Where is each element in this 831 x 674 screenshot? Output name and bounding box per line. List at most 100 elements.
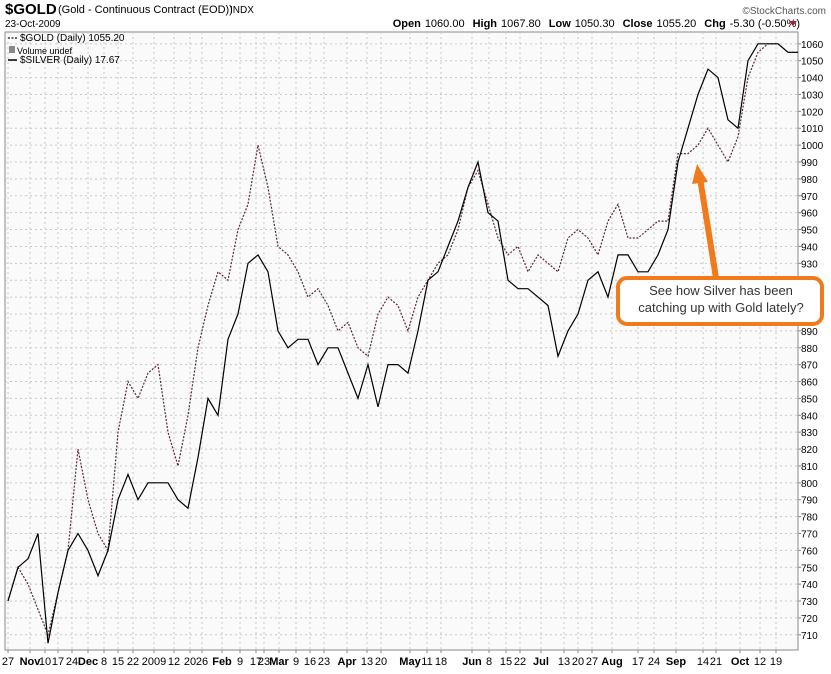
x-tick-label: 17 [632, 656, 644, 668]
quote-label: Chg [704, 18, 725, 30]
y-tick-label: 1030 [801, 90, 824, 101]
x-tick-label: 24 [648, 656, 660, 668]
x-tick-label: 12 [754, 656, 766, 668]
x-tick-label: 13 [361, 656, 373, 668]
quote-label: Open [393, 18, 421, 30]
grid: 7107207307407507607707807908008108208308… [2, 32, 824, 668]
y-tick-label: 810 [801, 462, 818, 473]
quote-label: Close [623, 18, 653, 30]
x-tick-label: 22 [127, 656, 139, 668]
y-tick-label: 890 [801, 327, 818, 338]
volume-label: Volume undef [17, 46, 73, 56]
y-tick-label: 950 [801, 226, 818, 237]
y-tick-label: 1000 [801, 141, 824, 152]
x-tick-label: 9 [293, 656, 299, 668]
x-tick-label: Sep [666, 656, 686, 668]
annotation-text: See how Silver has been catching up with… [638, 283, 804, 315]
x-tick-label: 21 [710, 656, 722, 668]
x-tick-label: Apr [338, 656, 358, 668]
x-tick-label: 20 [375, 656, 387, 668]
x-tick-label: 10 [39, 656, 51, 668]
y-tick-label: 770 [801, 529, 818, 540]
y-tick-label: 870 [801, 361, 818, 372]
x-tick-label: 11 [421, 656, 432, 668]
x-tick-label: 12 [168, 656, 180, 668]
quote-value: 1055.20 [657, 18, 697, 30]
plot-area [4, 31, 799, 651]
exchange: INDX [230, 5, 254, 16]
x-tick-label: 17 [52, 656, 64, 668]
y-tick-label: 1040 [801, 74, 824, 85]
chg-marker [789, 21, 797, 26]
quote-value: 1067.80 [501, 18, 541, 30]
x-tick-label: 15 [500, 656, 512, 668]
y-tick-label: 840 [801, 411, 818, 422]
legend-label: $SILVER (Daily) 17.67 [20, 55, 120, 66]
quote-label: Low [549, 18, 571, 30]
legend: Volume undef $GOLD (Daily) 1055.20 $SILVE… [8, 33, 125, 66]
y-tick-label: 970 [801, 192, 818, 203]
y-tick-label: 780 [801, 513, 818, 524]
x-tick-label: Nov [20, 656, 42, 668]
quote: Open 1060.00 High 1067.80 Low 1050.30 Close 105… [393, 18, 800, 30]
x-tick-label: 9 [237, 656, 243, 668]
series-line [7, 43, 798, 644]
x-tick-label: 13 [558, 656, 570, 668]
y-tick-label: 1060 [801, 40, 824, 51]
symbol: $GOLD [5, 1, 57, 18]
y-tick-label: 800 [801, 479, 818, 490]
x-tick-label: 18 [435, 656, 447, 668]
y-tick-label: 830 [801, 428, 818, 439]
x-tick-label: 27 [586, 656, 598, 668]
quote-value: 1050.30 [575, 18, 615, 30]
x-tick-label: 8 [486, 656, 492, 668]
x-tick-label: 15 [112, 656, 124, 668]
arrow [697, 177, 719, 279]
y-tick-label: 980 [801, 175, 818, 186]
x-tick-label: Feb [212, 656, 232, 668]
x-tick-label: Jul [533, 656, 549, 668]
x-tick-label: 23 [258, 656, 270, 668]
y-tick-label: 850 [801, 394, 818, 405]
quote-text: Open 1060.00 High 1067.80 Low 1050.30 Close 105… [393, 18, 800, 30]
x-tick-label: 16 [304, 656, 316, 668]
y-tick-label: 750 [801, 563, 818, 574]
x-tick-label: 2009 [142, 656, 166, 668]
x-tick-label: 17 [250, 656, 262, 668]
quote-value: -5.30 (-0.50%) [730, 18, 800, 30]
y-tick-label: 820 [801, 445, 818, 456]
x-tick-label: 8 [101, 656, 107, 668]
y-tick-label: 740 [801, 580, 818, 591]
legend-label: $GOLD (Daily) 1055.20 [20, 33, 125, 44]
y-tick-label: 960 [801, 209, 818, 220]
x-tick-label: 14 [697, 656, 709, 668]
volume-icon [9, 46, 15, 53]
y-tick-label: 990 [801, 158, 818, 169]
y-tick-label: 940 [801, 242, 818, 253]
quote-label: High [473, 18, 498, 30]
arrow-head [692, 164, 708, 184]
x-tick-label: 23 [318, 656, 330, 668]
x-tick-label: Mar [269, 656, 289, 668]
date: 23-Oct-2009 [5, 19, 61, 30]
y-tick-label: 720 [801, 614, 818, 625]
x-tick-label: 20 [184, 656, 196, 668]
annotation-fo: See how Silver has been catching up with… [638, 283, 804, 315]
x-tick-label: 22 [514, 656, 526, 668]
y-tick-label: 1050 [801, 57, 824, 68]
x-tick-label: 24 [66, 656, 78, 668]
y-tick-label: 730 [801, 597, 818, 608]
x-tick-label: May [399, 656, 421, 668]
y-tick-label: 860 [801, 378, 818, 389]
x-tick-label: 20 [572, 656, 584, 668]
y-tick-label: 880 [801, 344, 818, 355]
subtitle: (Gold - Continuous Contract (EOD)) [58, 4, 233, 16]
x-tick-label: 26 [196, 656, 208, 668]
lines [7, 43, 798, 644]
y-tick-label: 710 [801, 631, 818, 642]
annotation: See how Silver has been catching up with… [616, 164, 824, 326]
series-line [7, 43, 798, 637]
y-tick-label: 930 [801, 259, 818, 270]
x-tick-label: 19 [770, 656, 782, 668]
